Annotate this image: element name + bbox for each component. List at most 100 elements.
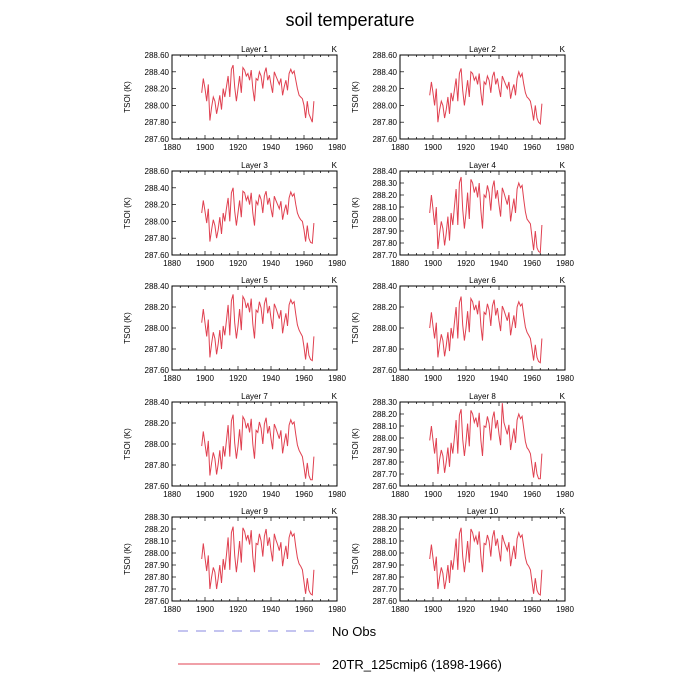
y-tick-label: 288.40 (145, 282, 170, 291)
y-tick-label: 287.60 (373, 482, 398, 491)
x-tick-label: 1960 (523, 605, 541, 614)
y-tick-label: 288.40 (145, 398, 170, 407)
panel-title: Layer 9 (241, 507, 268, 516)
y-tick-label: 288.30 (373, 179, 398, 188)
x-tick-label: 1980 (328, 490, 346, 499)
x-tick-label: 1920 (457, 490, 475, 499)
panel-layer-2: Layer 2 K TSOI (K) 1880 1900 1920 1940 1960 1980… (351, 45, 574, 152)
y-tick-label: 288.30 (145, 513, 170, 522)
x-tick-label: 1960 (523, 259, 541, 268)
y-tick-label: 288.60 (373, 51, 398, 60)
y-axis-label: TSOI (K) (123, 81, 132, 113)
x-tick-label: 1880 (391, 605, 409, 614)
y-tick-label: 288.00 (145, 549, 170, 558)
y-tick-label: 287.90 (145, 561, 170, 570)
panel-title: Layer 7 (241, 392, 268, 401)
y-axis-label: TSOI (K) (351, 543, 360, 575)
x-tick-label: 1940 (262, 605, 280, 614)
y-tick-label: 288.10 (373, 537, 398, 546)
y-tick-label: 287.80 (145, 573, 170, 582)
x-tick-label: 1960 (295, 605, 313, 614)
panel-layer-5: Layer 5 K TSOI (K) 1880 1900 1920 1940 1960 1980… (123, 276, 346, 383)
unit-label: K (560, 507, 566, 516)
series-line-20tr-125cmip6 (429, 403, 543, 480)
y-tick-label: 287.70 (373, 251, 398, 260)
y-tick-label: 287.60 (145, 597, 170, 606)
panel-layer-1: Layer 1 K TSOI (K) 1880 1900 1920 1940 1960 1980… (123, 45, 346, 152)
y-tick-label: 288.20 (145, 419, 170, 428)
x-tick-label: 1880 (163, 374, 181, 383)
y-tick-label: 288.60 (145, 167, 170, 176)
series-line-20tr-125cmip6 (429, 176, 543, 254)
y-tick-label: 288.00 (145, 217, 170, 226)
unit-label: K (560, 276, 566, 285)
y-tick-label: 287.80 (145, 345, 170, 354)
x-tick-label: 1940 (490, 374, 508, 383)
y-tick-label: 287.60 (145, 251, 170, 260)
legend: No Obs 20TR_125cmip6 (1898-1966) (178, 624, 502, 672)
y-axis-label: TSOI (K) (123, 197, 132, 229)
x-tick-label: 1940 (490, 143, 508, 152)
x-tick-label: 1880 (163, 259, 181, 268)
x-tick-label: 1980 (556, 259, 574, 268)
y-tick-label: 288.20 (373, 525, 398, 534)
y-tick-label: 288.30 (373, 513, 398, 522)
unit-label: K (332, 276, 338, 285)
x-tick-label: 1980 (328, 605, 346, 614)
series-line-20tr-125cmip6 (201, 294, 315, 362)
series-line-20tr-125cmip6 (429, 68, 543, 126)
x-tick-label: 1880 (391, 374, 409, 383)
panel-layer-9: Layer 9 K TSOI (K) 1880 1900 1920 1940 1960 1980… (123, 507, 346, 614)
x-tick-label: 1920 (457, 605, 475, 614)
panel-layer-4: Layer 4 K TSOI (K) 1880 1900 1920 1940 1960 1980… (351, 161, 574, 268)
y-tick-label: 288.20 (145, 201, 170, 210)
y-tick-label: 288.20 (373, 410, 398, 419)
x-tick-label: 1940 (262, 143, 280, 152)
y-tick-label: 288.00 (373, 434, 398, 443)
y-axis-label: TSOI (K) (351, 81, 360, 113)
y-tick-label: 288.00 (373, 101, 398, 110)
x-tick-label: 1960 (295, 259, 313, 268)
unit-label: K (332, 392, 338, 401)
x-tick-label: 1900 (424, 490, 442, 499)
panel-title: Layer 2 (469, 45, 496, 54)
y-tick-label: 287.60 (373, 366, 398, 375)
y-tick-label: 287.70 (145, 585, 170, 594)
panel-layer-7: Layer 7 K TSOI (K) 1880 1900 1920 1940 1960 1980… (123, 392, 346, 499)
series-line-20tr-125cmip6 (201, 64, 315, 123)
x-tick-label: 1920 (229, 605, 247, 614)
y-tick-label: 287.80 (373, 118, 398, 127)
x-tick-label: 1920 (457, 374, 475, 383)
y-tick-label: 288.30 (373, 398, 398, 407)
series-line-20tr-125cmip6 (429, 296, 543, 364)
panel-title: Layer 4 (469, 161, 496, 170)
x-tick-label: 1980 (328, 143, 346, 152)
unit-label: K (560, 392, 566, 401)
figure-title: soil temperature (285, 10, 414, 30)
y-tick-label: 287.60 (373, 597, 398, 606)
y-axis-label: TSOI (K) (123, 543, 132, 575)
x-tick-label: 1960 (295, 374, 313, 383)
x-tick-label: 1940 (490, 490, 508, 499)
unit-label: K (332, 45, 338, 54)
y-tick-label: 288.00 (373, 549, 398, 558)
y-tick-label: 288.40 (373, 282, 398, 291)
y-tick-label: 287.80 (373, 458, 398, 467)
x-tick-label: 1940 (490, 259, 508, 268)
x-tick-label: 1920 (229, 490, 247, 499)
panel-title: Layer 3 (241, 161, 268, 170)
y-tick-label: 288.00 (145, 440, 170, 449)
unit-label: K (332, 507, 338, 516)
x-tick-label: 1960 (523, 374, 541, 383)
x-tick-label: 1880 (391, 259, 409, 268)
x-tick-label: 1920 (457, 259, 475, 268)
x-tick-label: 1940 (262, 374, 280, 383)
panel-title: Layer 6 (469, 276, 496, 285)
y-tick-label: 287.70 (373, 585, 398, 594)
y-tick-label: 287.80 (373, 239, 398, 248)
x-tick-label: 1900 (196, 374, 214, 383)
x-tick-label: 1980 (556, 490, 574, 499)
y-tick-label: 288.40 (373, 68, 398, 77)
y-tick-label: 287.80 (145, 234, 170, 243)
x-tick-label: 1960 (523, 490, 541, 499)
